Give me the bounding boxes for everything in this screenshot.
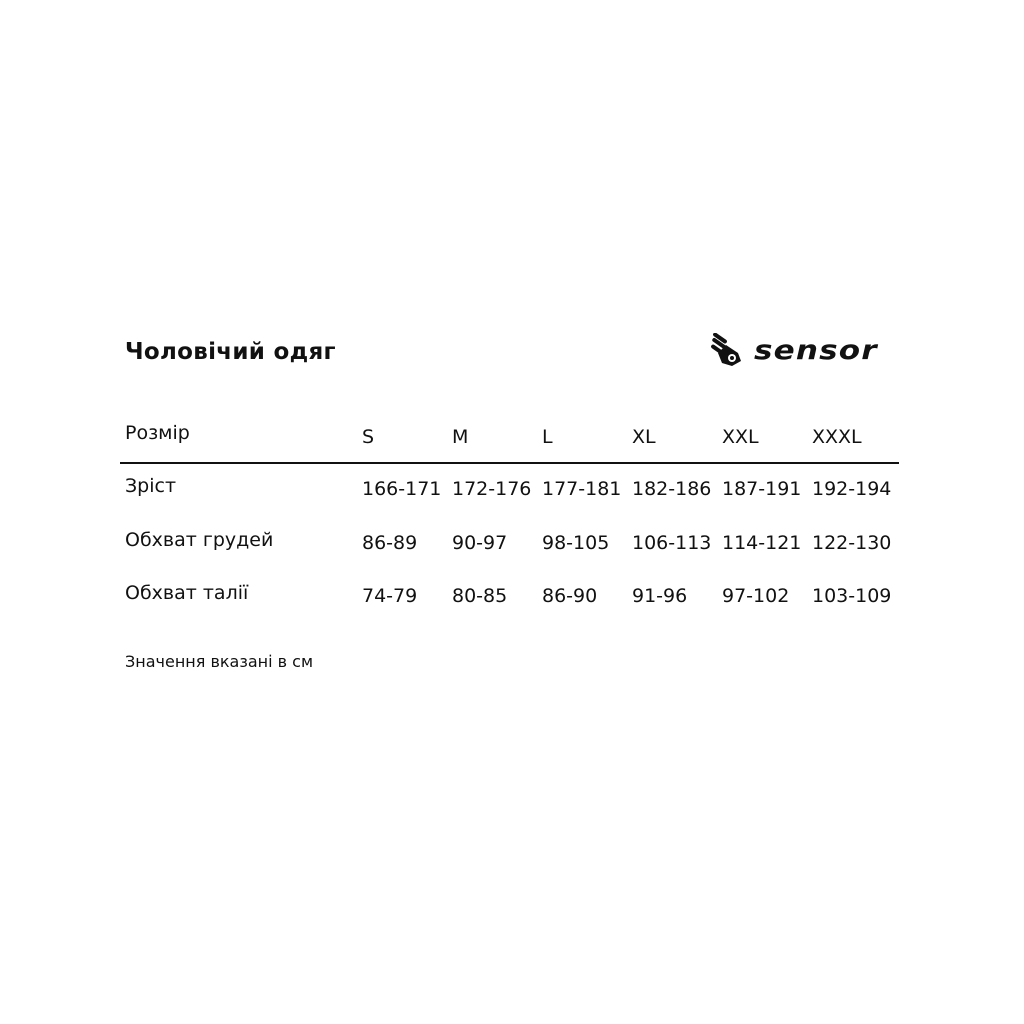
table-cell: 86-89 [362, 532, 418, 554]
page-title: Чоловічий одяг [125, 339, 336, 365]
table-cell: 80-85 [452, 585, 508, 607]
table-cell: 90-97 [452, 532, 508, 554]
table-cell: 166-171 [362, 478, 442, 500]
table-cell: 91-96 [632, 585, 688, 607]
table-cell: 103-109 [812, 585, 892, 607]
size-header: XL [632, 426, 656, 448]
table-cell: 172-176 [452, 478, 532, 500]
units-note: Значення вказані в см [125, 652, 314, 671]
table-cell: 74-79 [362, 585, 418, 607]
row-label: Обхват талії [125, 582, 249, 604]
table-cell: 86-90 [542, 585, 598, 607]
size-header: M [452, 426, 469, 448]
table-cell: 177-181 [542, 478, 622, 500]
table-cell: 182-186 [632, 478, 712, 500]
size-header: L [542, 426, 553, 448]
table-cell: 106-113 [632, 532, 712, 554]
table-cell: 122-130 [812, 532, 892, 554]
table-cell: 98-105 [542, 532, 610, 554]
row-label: Зріст [125, 475, 177, 497]
header-label: Розмір [125, 422, 190, 444]
size-header: XXXL [812, 426, 862, 448]
brand-logo: sensor [710, 333, 877, 367]
table-cell: 97-102 [722, 585, 790, 607]
size-header: S [362, 426, 375, 448]
hand-logo-icon [711, 333, 741, 366]
table-cell: 187-191 [722, 478, 802, 500]
table-cell: 192-194 [812, 478, 892, 500]
brand-logo-text: sensor [754, 334, 878, 366]
table-cell: 114-121 [722, 532, 802, 554]
row-label: Обхват грудей [125, 529, 274, 551]
header-divider [120, 462, 899, 464]
size-header: XXL [722, 426, 759, 448]
